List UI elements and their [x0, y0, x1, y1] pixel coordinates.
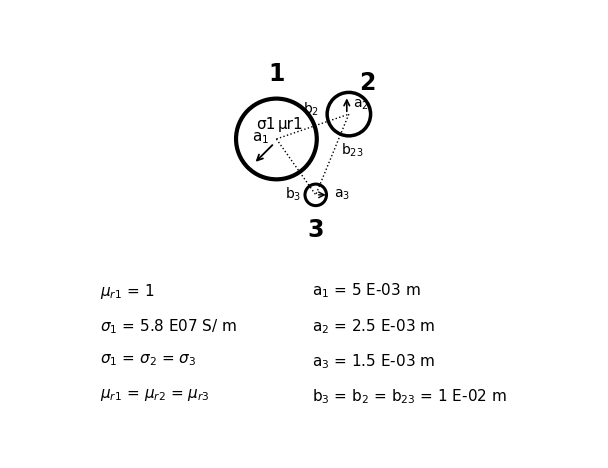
Text: a$_1$: a$_1$ [252, 130, 269, 146]
Text: a$_2$: a$_2$ [353, 98, 369, 112]
Text: σ1: σ1 [257, 117, 276, 132]
Text: a$_3$ = 1.5 E-03 m: a$_3$ = 1.5 E-03 m [311, 352, 435, 371]
Text: $\sigma_1$ = 5.8 E07 S/ m: $\sigma_1$ = 5.8 E07 S/ m [100, 317, 237, 336]
Text: b$_3$ = b$_2$ = b$_{23}$ = 1 E-02 m: b$_3$ = b$_2$ = b$_{23}$ = 1 E-02 m [311, 388, 506, 406]
Text: 1: 1 [268, 62, 285, 87]
Text: 3: 3 [308, 219, 324, 242]
Text: a$_1$ = 5 E-03 m: a$_1$ = 5 E-03 m [311, 282, 420, 300]
Text: μr1: μr1 [278, 117, 304, 132]
Text: a$_2$ = 2.5 E-03 m: a$_2$ = 2.5 E-03 m [311, 317, 435, 336]
Text: b$_3$: b$_3$ [285, 185, 301, 203]
Text: $\mu_{r1}$ = $\mu_{r2}$ = $\mu_{r3}$: $\mu_{r1}$ = $\mu_{r2}$ = $\mu_{r3}$ [100, 388, 209, 403]
Text: a$_3$: a$_3$ [334, 188, 350, 202]
Text: $\mu_{r1}$ = 1: $\mu_{r1}$ = 1 [100, 282, 154, 300]
Text: b$_2$: b$_2$ [303, 100, 319, 117]
Text: $\sigma_1$ = $\sigma_2$ = $\sigma_3$: $\sigma_1$ = $\sigma_2$ = $\sigma_3$ [100, 352, 196, 368]
Text: b$_{23}$: b$_{23}$ [340, 142, 363, 159]
Text: 2: 2 [359, 71, 376, 95]
